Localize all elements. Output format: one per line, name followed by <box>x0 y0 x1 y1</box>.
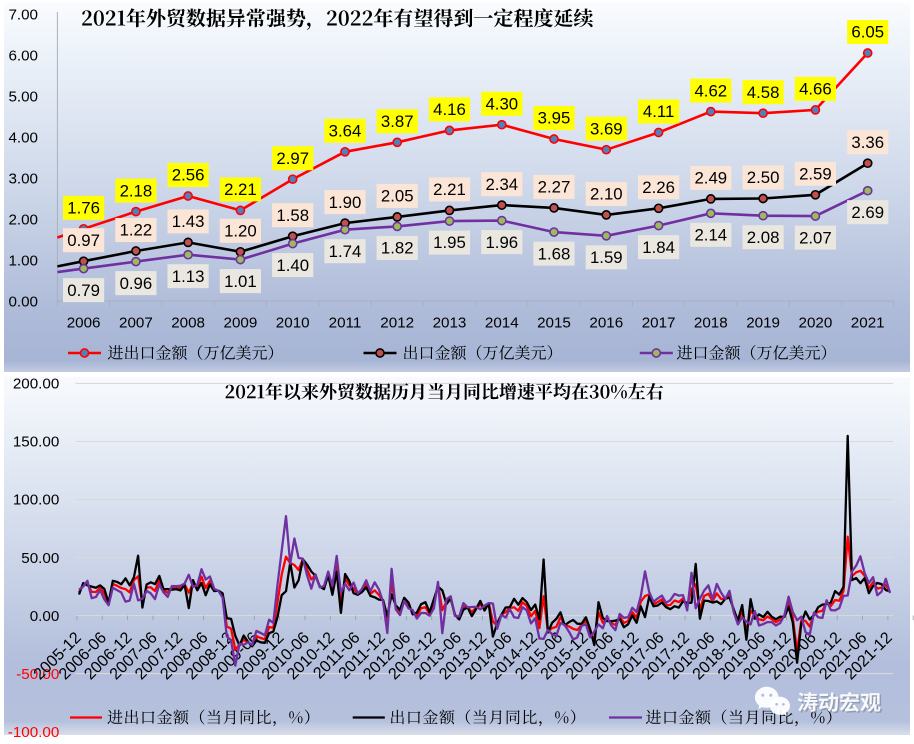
svg-text:2.18: 2.18 <box>120 181 153 200</box>
svg-text:1.59: 1.59 <box>590 248 623 267</box>
svg-text:1.90: 1.90 <box>329 193 362 212</box>
svg-text:2013: 2013 <box>433 315 467 332</box>
svg-text:7.00: 7.00 <box>8 7 38 24</box>
svg-text:1.84: 1.84 <box>642 238 675 257</box>
svg-text:-50.00: -50.00 <box>16 666 59 683</box>
svg-text:1.20: 1.20 <box>224 222 257 241</box>
svg-text:1.43: 1.43 <box>172 212 205 231</box>
svg-text:1.22: 1.22 <box>120 221 153 240</box>
svg-text:2.56: 2.56 <box>172 166 205 185</box>
svg-text:1.82: 1.82 <box>381 239 414 258</box>
svg-text:2.21: 2.21 <box>224 180 257 199</box>
svg-text:4.66: 4.66 <box>799 80 832 99</box>
svg-text:3.64: 3.64 <box>329 122 362 141</box>
svg-text:2.10: 2.10 <box>590 185 623 204</box>
svg-text:1.13: 1.13 <box>172 267 205 286</box>
svg-text:2017: 2017 <box>642 315 676 332</box>
svg-text:2014: 2014 <box>485 315 519 332</box>
svg-text:0.96: 0.96 <box>120 274 153 293</box>
svg-text:2006: 2006 <box>67 315 101 332</box>
svg-text:2.59: 2.59 <box>799 165 832 184</box>
svg-text:4.58: 4.58 <box>747 83 780 102</box>
svg-text:1.74: 1.74 <box>329 242 362 261</box>
svg-text:5.00: 5.00 <box>8 89 38 106</box>
svg-text:2021: 2021 <box>851 315 885 332</box>
svg-text:1.40: 1.40 <box>276 256 309 275</box>
svg-text:1.58: 1.58 <box>276 206 309 225</box>
svg-text:2019: 2019 <box>746 315 780 332</box>
svg-text:2.69: 2.69 <box>851 203 884 222</box>
svg-text:4.11: 4.11 <box>643 102 674 121</box>
svg-text:2.00: 2.00 <box>8 212 38 229</box>
svg-text:4.16: 4.16 <box>433 100 466 119</box>
svg-text:2015: 2015 <box>537 315 571 332</box>
svg-text:0.97: 0.97 <box>67 231 100 250</box>
svg-text:2.34: 2.34 <box>485 175 518 194</box>
svg-text:2012: 2012 <box>380 315 414 332</box>
svg-text:50.00: 50.00 <box>21 550 59 567</box>
svg-text:2016: 2016 <box>589 315 623 332</box>
svg-text:2020: 2020 <box>799 315 833 332</box>
svg-text:2011: 2011 <box>329 315 362 332</box>
svg-text:2.14: 2.14 <box>694 226 727 245</box>
svg-text:3.36: 3.36 <box>851 133 884 152</box>
svg-text:2.05: 2.05 <box>381 187 414 206</box>
svg-text:1.68: 1.68 <box>538 244 571 263</box>
svg-text:2.49: 2.49 <box>694 169 727 188</box>
svg-text:0.00: 0.00 <box>8 294 38 311</box>
svg-text:2.08: 2.08 <box>747 228 780 247</box>
svg-text:2.26: 2.26 <box>642 178 675 197</box>
svg-text:1.01: 1.01 <box>224 272 257 291</box>
svg-text:2.50: 2.50 <box>747 168 780 187</box>
svg-text:2.97: 2.97 <box>276 149 309 168</box>
svg-text:0.00: 0.00 <box>30 608 60 625</box>
svg-text:2007: 2007 <box>119 315 153 332</box>
svg-text:1.00: 1.00 <box>8 253 38 270</box>
svg-text:2009: 2009 <box>224 315 258 332</box>
svg-text:4.00: 4.00 <box>8 130 38 147</box>
svg-text:2.07: 2.07 <box>799 228 832 247</box>
svg-text:3.69: 3.69 <box>590 119 623 138</box>
svg-text:4.30: 4.30 <box>485 94 518 113</box>
svg-text:3.00: 3.00 <box>8 171 38 188</box>
svg-text:4.62: 4.62 <box>694 81 727 100</box>
svg-text:1.96: 1.96 <box>485 233 518 252</box>
svg-text:2.27: 2.27 <box>538 178 571 197</box>
svg-text:1.95: 1.95 <box>433 233 466 252</box>
svg-text:-100.00: -100.00 <box>8 724 60 741</box>
svg-text:2010: 2010 <box>276 315 310 332</box>
svg-text:2008: 2008 <box>171 315 205 332</box>
svg-text:3.87: 3.87 <box>381 112 414 131</box>
svg-text:150.00: 150.00 <box>13 434 59 451</box>
svg-text:2018: 2018 <box>694 315 728 332</box>
svg-text:3.95: 3.95 <box>538 109 571 128</box>
svg-text:6.00: 6.00 <box>8 48 38 65</box>
svg-text:0.79: 0.79 <box>67 281 100 300</box>
svg-text:2.21: 2.21 <box>433 180 466 199</box>
svg-text:200.00: 200.00 <box>13 376 59 393</box>
svg-text:6.05: 6.05 <box>851 23 884 42</box>
svg-text:100.00: 100.00 <box>13 492 59 509</box>
svg-text:1.76: 1.76 <box>67 199 100 218</box>
